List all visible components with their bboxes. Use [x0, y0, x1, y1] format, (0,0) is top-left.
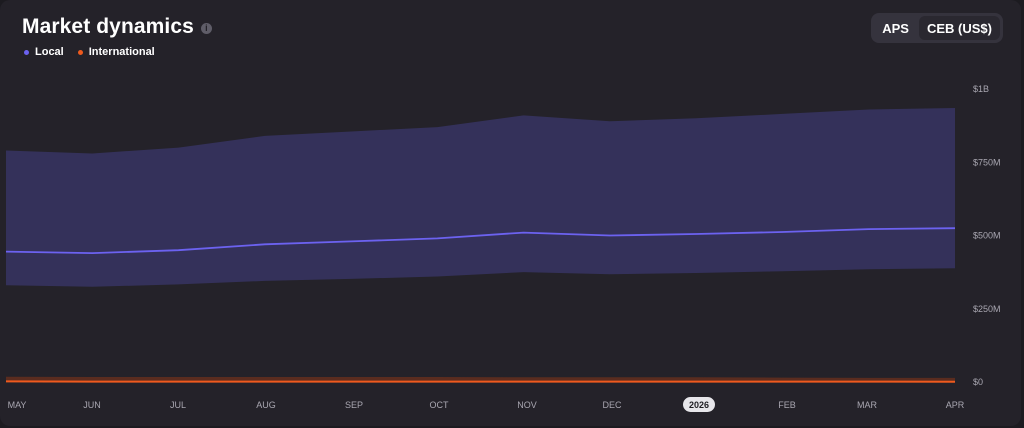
- x-tick-label: DEC: [602, 400, 622, 410]
- legend-dot-local: [24, 49, 29, 55]
- info-icon[interactable]: i: [200, 23, 212, 34]
- data-point-international-may: [4, 379, 8, 383]
- band-local: [6, 108, 955, 287]
- data-point-international-dec: [608, 380, 612, 384]
- data-point-local-nov: [522, 231, 526, 235]
- year-badge: [683, 397, 715, 412]
- data-point-local-feb: [780, 230, 784, 234]
- toggle-aps-button[interactable]: APS: [882, 20, 909, 36]
- data-point-local-oct: [435, 236, 439, 240]
- x-tick-label: JUN: [83, 400, 101, 410]
- legend-dot-international: [77, 49, 83, 55]
- data-point-local-jul: [177, 248, 181, 252]
- x-tick-label: MAY: [8, 400, 27, 410]
- toggle-ceb-button[interactable]: CEB (US$): [918, 16, 1000, 40]
- legend-label-local: Local: [35, 46, 64, 58]
- data-point-international-mar: [867, 380, 871, 384]
- x-tick-label: NOV: [517, 400, 537, 410]
- currency-toggle: APS CEB (US$): [871, 13, 1003, 43]
- y-tick-label: $0: [973, 377, 983, 387]
- data-point-local-jan: [694, 232, 698, 236]
- data-point-international-jun: [90, 380, 94, 384]
- x-tick-label: FEB: [778, 400, 796, 410]
- chart-title: Market dynamics: [22, 15, 194, 38]
- data-point-local-apr: [953, 226, 957, 230]
- data-point-local-aug: [263, 242, 267, 246]
- data-point-local-jun: [90, 251, 94, 255]
- x-tick-label: MAR: [857, 400, 878, 410]
- data-point-international-jan: [694, 380, 698, 384]
- data-point-local-mar: [867, 227, 871, 231]
- data-point-local-dec: [608, 234, 612, 238]
- legend-item-local: Local: [24, 46, 64, 58]
- series-line-local: [5, 227, 956, 254]
- data-point-international-sep: [349, 380, 353, 384]
- x-tick-label: APR: [946, 400, 965, 410]
- data-point-local-sep: [349, 239, 353, 243]
- y-tick-label: $500M: [973, 231, 1001, 241]
- y-tick-label: $750M: [973, 157, 1001, 167]
- x-tick-label: AUG: [256, 400, 276, 410]
- data-point-international-apr: [953, 380, 957, 384]
- data-point-local-may: [4, 250, 8, 254]
- x-tick-label: SEP: [345, 400, 363, 410]
- header: Market dynamics i: [22, 15, 212, 39]
- x-tick-label: OCT: [430, 400, 450, 410]
- data-point-international-oct: [435, 380, 439, 384]
- y-tick-label: $250M: [973, 304, 1001, 314]
- legend-item-international: International: [77, 46, 155, 58]
- data-point-international-feb: [780, 380, 784, 384]
- data-point-international-aug: [263, 380, 267, 384]
- data-point-international-nov: [522, 380, 526, 384]
- data-point-international-jul: [177, 380, 181, 384]
- legend: Local International: [24, 46, 155, 58]
- x-tick-label: JUL: [170, 400, 186, 410]
- y-tick-label: $1B: [973, 84, 989, 94]
- legend-label-international: International: [88, 46, 155, 58]
- x-tick-label-year: 2026: [689, 400, 709, 410]
